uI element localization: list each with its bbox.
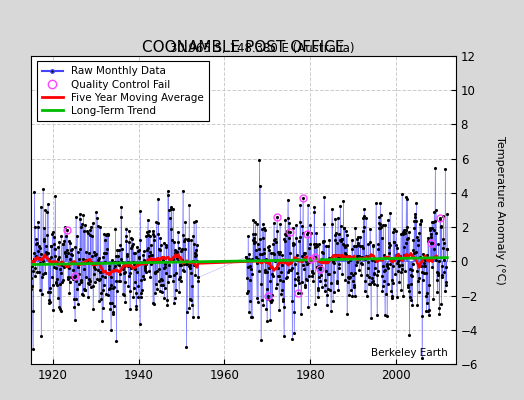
Y-axis label: Temperature Anomaly (°C): Temperature Anomaly (°C): [495, 136, 505, 284]
Legend: Raw Monthly Data, Quality Control Fail, Five Year Moving Average, Long-Term Tren: Raw Monthly Data, Quality Control Fail, …: [37, 61, 209, 121]
Text: 30.965 S, 148.380 E (Australia): 30.965 S, 148.380 E (Australia): [170, 42, 354, 55]
Title: COONAMBLE POST OFFICE: COONAMBLE POST OFFICE: [143, 40, 345, 55]
Text: Berkeley Earth: Berkeley Earth: [370, 348, 447, 358]
